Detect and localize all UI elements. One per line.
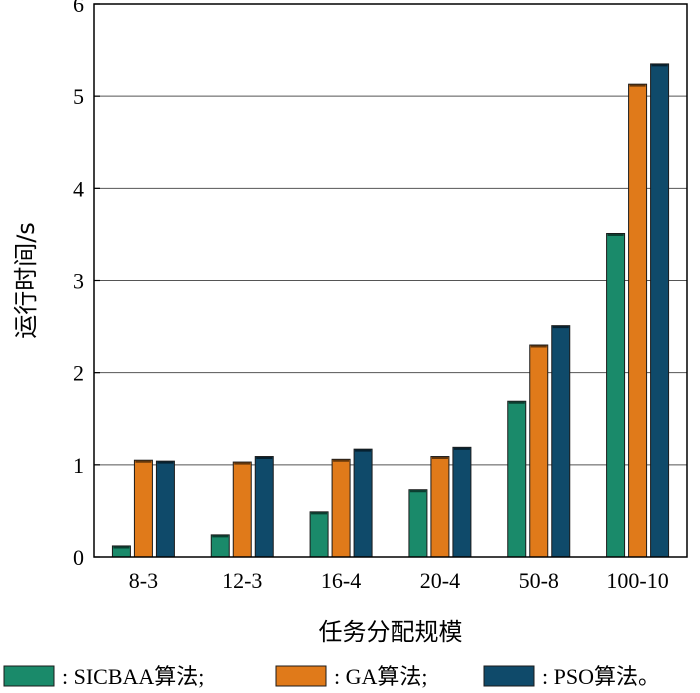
- legend-label: : PSO算法。: [542, 664, 660, 689]
- bar: [452, 446, 472, 558]
- x-tick-label: 16-4: [321, 568, 361, 593]
- y-axis-ticks: 0 1 2 3 4 5 6: [73, 0, 100, 570]
- x-axis-label: 任务分配规模: [319, 618, 463, 646]
- bar: [529, 344, 549, 558]
- y-tick-label: 2: [73, 361, 84, 386]
- bar: [331, 458, 351, 558]
- bar: [254, 456, 274, 558]
- bar: [430, 456, 450, 558]
- x-axis-ticks: 8-3 12-3 16-4 20-4 50-8 100-10: [129, 568, 669, 593]
- x-tick-label: 8-3: [129, 568, 158, 593]
- bar: [628, 83, 648, 558]
- bar: [551, 325, 571, 558]
- x-tick-label: 12-3: [222, 568, 262, 593]
- bar: [606, 232, 626, 558]
- legend-label: : SICBAA算法;: [62, 664, 204, 689]
- y-tick-label: 5: [73, 84, 84, 109]
- legend-swatch: [3, 665, 55, 687]
- bar: [232, 461, 252, 558]
- legend-label: : GA算法;: [334, 664, 428, 689]
- x-tick-label: 20-4: [420, 568, 460, 593]
- bar: [309, 511, 329, 558]
- bar: [133, 459, 153, 558]
- y-axis-label: 运行时间/s: [12, 222, 40, 339]
- x-tick-label: 100-10: [606, 568, 668, 593]
- y-tick-label: 3: [73, 269, 84, 294]
- bar: [507, 400, 527, 558]
- bar: [650, 63, 670, 558]
- y-tick-label: 1: [73, 453, 84, 478]
- x-tick-label: 50-8: [519, 568, 559, 593]
- y-tick-label: 6: [73, 0, 84, 17]
- bar: [408, 489, 428, 558]
- legend: : SICBAA算法; : GA算法; : PSO算法。: [3, 664, 660, 689]
- y-tick-label: 4: [73, 176, 84, 201]
- bars: [111, 63, 670, 558]
- bar: [353, 448, 373, 558]
- grid-lines: [94, 95, 687, 466]
- bar: [155, 460, 175, 558]
- y-tick-label: 0: [73, 545, 84, 570]
- legend-swatch: [483, 665, 535, 687]
- legend-swatch: [275, 665, 327, 687]
- bar: [210, 534, 230, 558]
